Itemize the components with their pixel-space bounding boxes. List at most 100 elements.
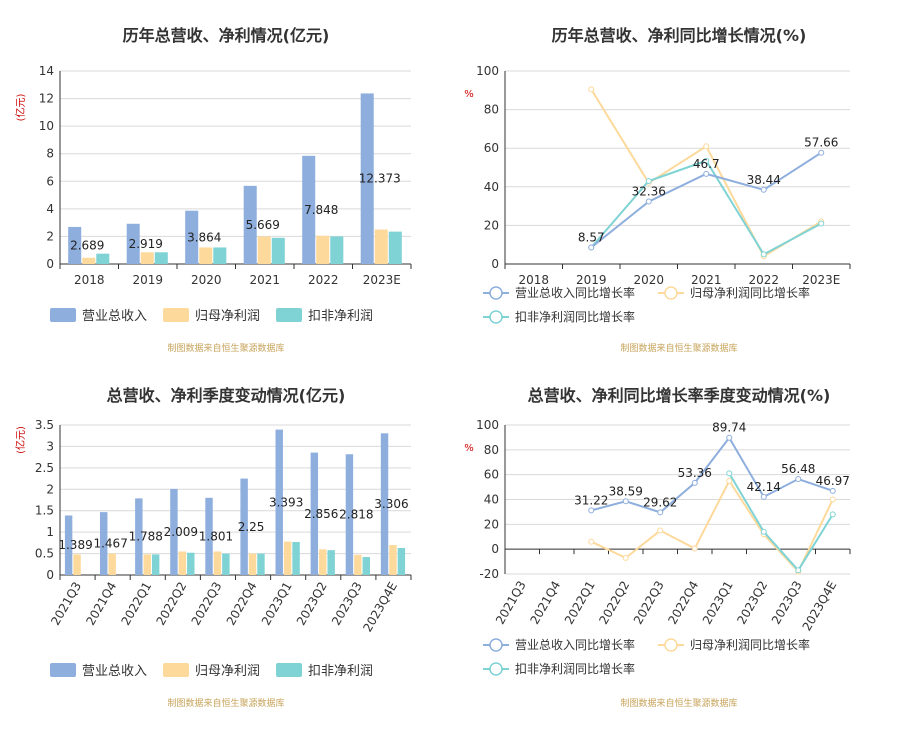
data-label: 1.801	[199, 529, 233, 543]
bar-netprofit	[257, 236, 271, 264]
annual-growth-line-chart: 0 20 40 60 80 100 2018 2019 2020 2021 2022 2023E% 8.…	[464, 64, 851, 324]
data-label: 31.22	[574, 493, 608, 507]
x-tick-label: 2022Q3	[189, 580, 225, 628]
x-tick-label: 2022Q1	[118, 580, 154, 628]
y-axis-unit-label: (亿元)	[14, 426, 27, 454]
y-tick-label: 40	[484, 493, 499, 507]
y-tick-label: 2	[46, 229, 54, 243]
point-revenue	[760, 186, 767, 193]
data-label: 2.25	[238, 520, 265, 534]
y-tick-label: 0	[491, 257, 499, 271]
y-tick-label: 1	[46, 525, 54, 539]
point-deducted	[703, 157, 710, 164]
data-label: 2.919	[129, 237, 163, 251]
bar-deducted	[362, 557, 370, 575]
legend-label-netprofit: 归母净利润	[195, 309, 260, 324]
x-tick-label: 2023Q1	[259, 580, 295, 628]
y-tick-label: 100	[476, 64, 499, 78]
data-label: 38.44	[747, 173, 781, 187]
legend-swatch-deducted	[276, 663, 302, 677]
legend-label-revenue: 营业总收入	[82, 664, 147, 679]
bar-netprofit	[73, 554, 81, 575]
y-tick-label: 1.5	[35, 504, 54, 518]
y-tick-label: 0	[46, 257, 54, 271]
point-revenue	[588, 244, 595, 251]
data-label: 42.14	[747, 480, 781, 494]
y-tick-label: 0.5	[35, 547, 54, 561]
bar-deducted	[330, 236, 344, 264]
data-label: 46.7	[693, 157, 720, 171]
data-label: 53.36	[678, 466, 712, 480]
data-label: 3.393	[269, 495, 303, 509]
legend-swatch-revenue	[50, 663, 76, 677]
chart-title: 历年总营收、净利同比增长情况(%)	[551, 26, 807, 45]
bar-revenue	[310, 452, 319, 575]
legend-marker-revenue	[489, 286, 503, 300]
legend-marker-netprofit	[664, 638, 678, 652]
data-label: 3.306	[374, 497, 408, 511]
bar-netprofit	[283, 541, 292, 575]
y-tick-label: 3	[46, 439, 54, 453]
bar-revenue	[380, 433, 389, 575]
chart-title: 总营收、净利季度变动情况(亿元)	[106, 386, 346, 405]
bar-deducted	[292, 542, 300, 575]
legend-label-deducted: 扣非净利润	[308, 309, 373, 324]
y-tick-label: 40	[484, 180, 499, 194]
legend-swatch-netprofit	[163, 663, 189, 677]
x-tick-label: 2022Q4	[224, 580, 260, 628]
bar-netprofit	[319, 549, 327, 575]
y-tick-label: 14	[39, 64, 54, 78]
bar-deducted	[96, 253, 110, 264]
series-line-deducted	[728, 472, 834, 572]
bar-revenue	[64, 515, 73, 575]
point-revenue	[795, 476, 802, 483]
data-label: 8.57	[578, 230, 605, 244]
bar-netprofit	[389, 545, 397, 575]
bar-netprofit	[354, 554, 362, 575]
data-label: 7.848	[304, 203, 338, 217]
bar-deducted	[154, 252, 168, 264]
x-tick-label: 2020	[191, 273, 222, 287]
data-label: 2.856	[304, 507, 338, 521]
bar-netprofit	[140, 252, 154, 264]
y-tick-label: 80	[484, 443, 499, 457]
source-note: 制图数据来自恒生聚源数据库	[620, 699, 738, 709]
point-deducted	[645, 178, 652, 185]
point-netprofit	[657, 527, 664, 534]
legend-label-deducted: 扣非净利润同比增长率	[515, 661, 635, 676]
x-tick-label: 2021Q4	[83, 580, 119, 628]
legend-swatch-netprofit	[163, 308, 189, 322]
bar-deducted	[257, 553, 265, 575]
bar-revenue	[68, 226, 82, 264]
legend-label-revenue: 营业总收入同比增长率	[515, 285, 635, 300]
legend-label-revenue: 营业总收入同比增长率	[515, 637, 635, 652]
bar-deducted	[271, 237, 285, 264]
legend-label-netprofit: 归母净利润同比增长率	[690, 637, 810, 652]
x-tick-label: 2018	[74, 273, 105, 287]
bar-netprofit	[374, 229, 388, 264]
point-netprofit	[691, 545, 698, 552]
point-revenue	[726, 434, 733, 441]
data-label: 29.62	[643, 495, 677, 509]
y-tick-label: 0	[491, 542, 499, 556]
y-tick-label: 20	[484, 218, 499, 232]
legend-swatch-deducted	[276, 308, 302, 322]
point-revenue	[818, 149, 825, 156]
bar-deducted	[151, 554, 160, 575]
y-tick-label: 6	[46, 174, 54, 188]
x-tick-label: 2023Q1	[700, 579, 736, 627]
point-netprofit	[588, 538, 595, 545]
data-label: 5.669	[246, 218, 280, 232]
point-revenue	[588, 507, 595, 514]
y-axis-unit-label: (亿元)	[14, 94, 27, 122]
x-tick-label: 2023Q3	[769, 579, 805, 627]
chart-title: 历年总营收、净利情况(亿元)	[122, 26, 330, 45]
y-tick-label: 0	[46, 568, 54, 582]
bar-deducted	[213, 247, 227, 264]
annual-growth-panel: 历年总营收、净利同比增长情况(%) 0 20 40 60 80 100 2018 2019 20…	[453, 0, 905, 366]
x-tick-label: 2021Q3	[48, 580, 84, 628]
point-deducted	[818, 220, 825, 227]
bar-revenue	[100, 512, 108, 575]
data-label: 57.66	[804, 136, 838, 150]
bar-netprofit	[108, 553, 116, 575]
